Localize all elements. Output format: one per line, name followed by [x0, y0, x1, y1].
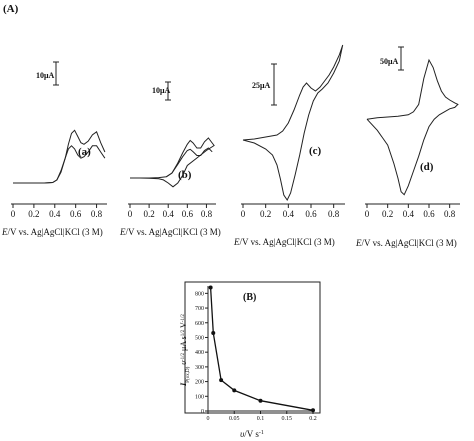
cv-panel-4: 0 0.2 0.4 0.6 0.8 E/V vs. Ag|AgCl|KCl (3 M) 50… — [355, 46, 460, 248]
x-tick-label: 0.4 — [163, 209, 175, 219]
x-tick-label: 0.6 — [423, 209, 435, 219]
x-axis-label: E/V vs. Ag|AgCl|KCl (3 M) — [1, 227, 103, 237]
x-tick-label: 0.6 — [305, 209, 317, 219]
x-tick-label: 0.2 — [309, 416, 317, 422]
panel-letter: (d) — [420, 161, 434, 173]
x-tick-label: 0.2 — [260, 209, 271, 219]
data-point — [232, 388, 237, 393]
data-point — [211, 331, 216, 336]
x-tick-label: 0.8 — [91, 209, 103, 219]
x-tick-label: 0.6 — [182, 209, 194, 219]
cv-panel-3: 0 0.2 0.4 0.6 0.8 E/V vs. Ag|AgCl|KCl (3 M) 25… — [233, 44, 345, 247]
data-point — [311, 408, 315, 413]
x-tick-label: 0 — [128, 209, 133, 219]
y-tick-label: 400 — [195, 350, 204, 356]
panel-letter: (a) — [78, 146, 91, 158]
y-axis-label: IP(ox,D) υ-1/2 μA s1/2 V-1/2 — [179, 314, 191, 387]
x-tick-label: 0 — [207, 416, 210, 422]
panel-b: 0 100 200 300 400 500 600 700 800 0 0.05 0.1 0.15 0.2… — [179, 281, 321, 439]
panel-group-a: 0 0.2 0.4 0.6 0.8 E/V vs. Ag|AgCl|KCl (3 M) 10… — [1, 44, 460, 248]
scale-bar-label: 10μA — [36, 71, 55, 80]
figure-label-b: (B) — [243, 292, 256, 303]
x-tick-label: 0.05 — [229, 416, 240, 422]
y-tick-label: 700 — [195, 306, 204, 312]
y-tick-label: 600 — [195, 321, 204, 327]
x-axis-label: E/V vs. Ag|AgCl|KCl (3 M) — [233, 237, 335, 247]
cv-series-line-1 — [366, 58, 459, 196]
y-tick-label: 0 — [201, 409, 204, 415]
x-axis-label: E/V vs. Ag|AgCl|KCl (3 M) — [355, 238, 457, 248]
x-tick-label: 0.1 — [257, 416, 265, 422]
cv-series-line-1 — [130, 137, 215, 188]
x-tick-label: 0.8 — [328, 209, 340, 219]
y-tick-label: 800 — [195, 291, 204, 297]
x-tick-label: 0 — [11, 209, 16, 219]
x-tick-label: 0.4 — [283, 209, 295, 219]
x-tick-label: 0.4 — [49, 209, 61, 219]
x-tick-label: 0.6 — [70, 209, 82, 219]
data-point — [258, 398, 263, 403]
x-tick-label: 0.8 — [444, 209, 456, 219]
y-tick-label: 100 — [195, 394, 204, 400]
cv-series-line-1 — [242, 44, 344, 201]
cv-series-line-2 — [13, 145, 106, 184]
cv-panel-1: 0 0.2 0.4 0.6 0.8 E/V vs. Ag|AgCl|KCl (3 M) 10… — [1, 61, 107, 237]
scale-bar-label: 10μA — [152, 86, 171, 95]
x-tick-label: 0.2 — [28, 209, 39, 219]
y-tick-label: 300 — [195, 365, 204, 371]
figure-label-a: (A) — [3, 3, 19, 15]
x-tick-label: 0 — [241, 209, 246, 219]
panel-letter: (c) — [309, 145, 322, 157]
scale-bar-label: 25μA — [252, 81, 271, 90]
scale-bar-label: 50μA — [380, 57, 399, 66]
x-tick-label: 0 — [365, 209, 370, 219]
y-tick-label: 200 — [195, 380, 204, 386]
x-tick-label: 0.2 — [382, 209, 393, 219]
x-axis-label: υ/V s-1 — [240, 429, 264, 439]
x-tick-label: 0.4 — [403, 209, 415, 219]
panel-b-frame — [184, 281, 321, 414]
cv-panel-2: 0 0.2 0.4 0.6 0.8 E/V vs. Ag|AgCl|KCl (3 M) 10… — [119, 81, 221, 237]
x-tick-label: 0.8 — [201, 209, 213, 219]
x-tick-label: 0.2 — [143, 209, 154, 219]
fit-curve — [209, 287, 314, 411]
data-point — [219, 378, 224, 383]
x-axis-label: E/V vs. Ag|AgCl|KCl (3 M) — [119, 227, 221, 237]
y-tick-label: 500 — [195, 335, 204, 341]
data-point — [208, 285, 213, 290]
x-tick-label: 0.15 — [282, 416, 293, 422]
cv-series-line-2 — [166, 147, 213, 178]
